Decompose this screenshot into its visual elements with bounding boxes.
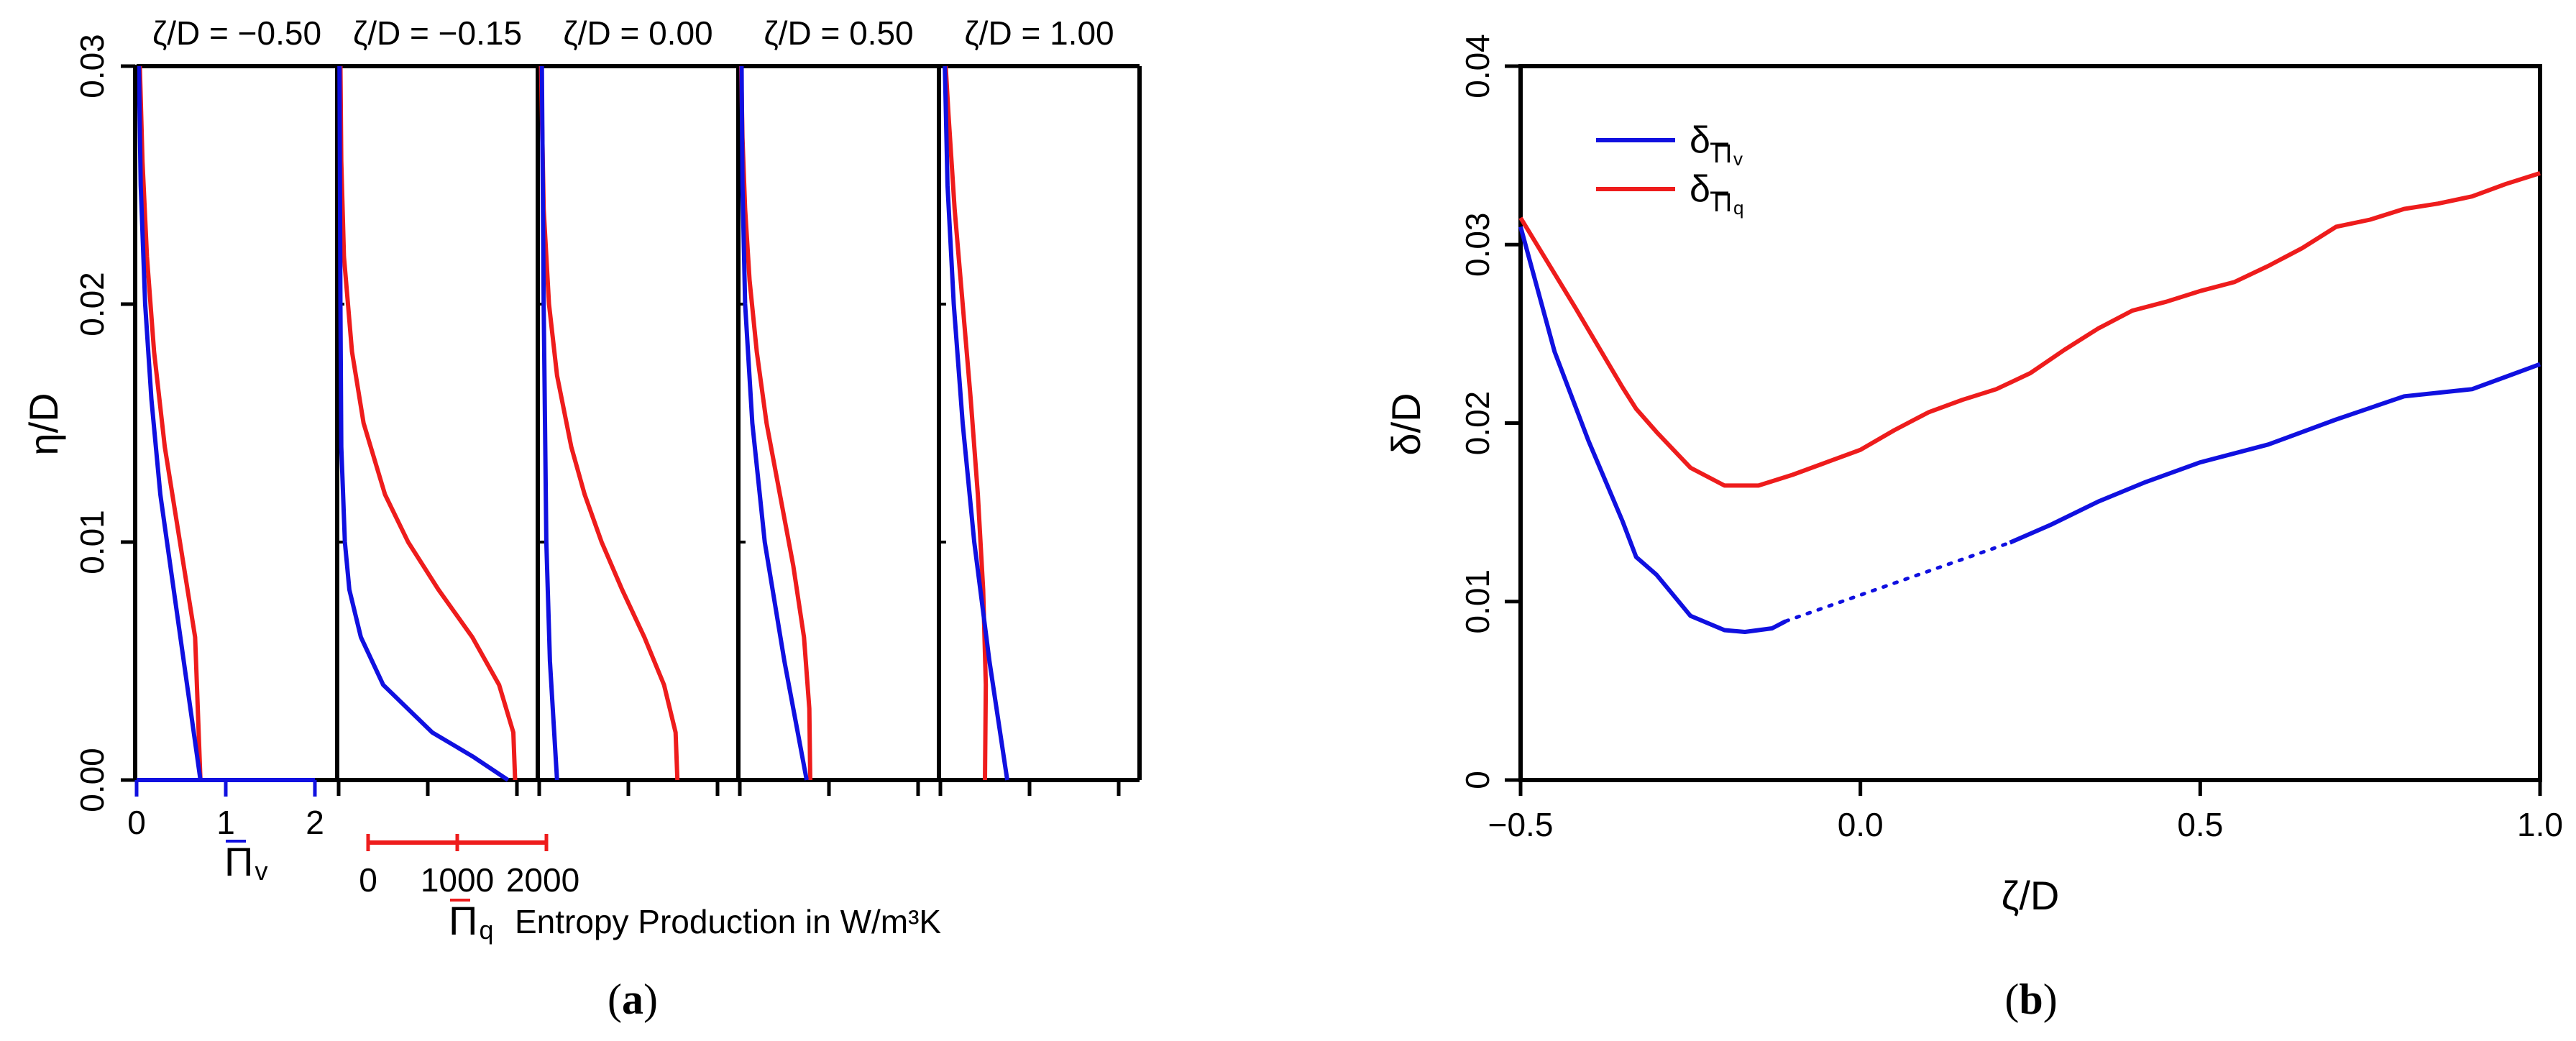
x-tick-label: 0.0	[1838, 806, 1884, 843]
y-tick-label: 0.02	[73, 272, 111, 336]
y-tick-label: 0.01	[1459, 569, 1496, 634]
series-thermal	[1518, 171, 2541, 488]
series-dotted-line-viscous	[1784, 541, 2012, 623]
x-tick-label: 0.5	[2177, 806, 2223, 843]
series-line-viscous	[1518, 226, 1787, 634]
pi-v-tick-label: 0	[127, 804, 146, 841]
x-axis-title: ζ/D	[2002, 873, 2060, 918]
panel-title: ζ/D = 0.50	[764, 14, 913, 52]
profile-panel: ζ/D = 1.00	[938, 14, 1142, 796]
panel-title: ζ/D = 0.00	[563, 14, 712, 52]
profile-panel: ζ/D = 0.00	[537, 14, 746, 796]
panel-title: ζ/D = 1.00	[964, 14, 1114, 52]
thermal-profile-line	[338, 65, 518, 781]
y-axis-title: η/D	[21, 393, 66, 455]
x-axis-ticks: −0.5 0.0 0.5 1.0	[1488, 780, 2563, 843]
thermal-profile-line	[538, 65, 680, 781]
pi-q-tick-label: 1000	[421, 861, 494, 899]
x-tick-label: 1.0	[2517, 806, 2563, 843]
profile-panel: ζ/D = −0.50	[137, 14, 344, 782]
viscous-profile-line	[943, 65, 1009, 781]
pi-q-label: Πq	[449, 898, 493, 945]
panel-a-profiles: ζ/D = −0.50 ζ/D = −0.15 ζ/D = 0.00 ζ/D = 0.…	[21, 14, 1142, 1023]
caption-a: (a)	[608, 976, 658, 1023]
y-tick-label: 0.04	[1459, 34, 1496, 98]
profile-panels: ζ/D = −0.50 ζ/D = −0.15 ζ/D = 0.00 ζ/D = 0.…	[137, 14, 1142, 796]
pi-q-tick-label: 0	[359, 861, 377, 899]
panel-title: ζ/D = −0.15	[353, 14, 522, 52]
pi-q-tick-label: 2000	[506, 861, 579, 899]
series-viscous	[1518, 226, 2541, 634]
panel-title: ζ/D = −0.50	[152, 14, 321, 52]
pi-q-axis: 0 1000 2000 Πq Entropy Production in W/m…	[359, 834, 941, 945]
y-tick-label: 0.03	[73, 34, 111, 98]
thermal-profile-line	[137, 65, 203, 781]
pi-v-axis: 0 1 2 Πv	[127, 778, 324, 886]
y-tick-label: 0.02	[1459, 391, 1496, 456]
y-axis-title: δ/D	[1383, 393, 1429, 455]
viscous-profile-line	[539, 65, 559, 781]
y-tick-label: 0	[1459, 771, 1496, 789]
pi-v-tick-label: 2	[306, 804, 324, 841]
profile-panel: ζ/D = −0.15	[336, 14, 545, 796]
y-axis-eta: 0.00 0.01 0.02 0.03 η/D	[21, 34, 137, 812]
profile-panel: ζ/D = 0.50	[738, 14, 946, 796]
viscous-profile-line	[137, 65, 203, 781]
series-line-thermal	[1518, 171, 2541, 488]
y-tick-label: 0.01	[73, 510, 111, 574]
pi-v-label: Πv	[224, 839, 267, 886]
plot-frame	[1518, 64, 2542, 782]
y-tick-label: 0.03	[1459, 212, 1496, 277]
viscous-profile-line	[739, 65, 809, 781]
legend: δ Πv δ Πq	[1596, 119, 1743, 219]
series-line-viscous	[2009, 362, 2541, 545]
thermal-profile-line	[943, 65, 989, 781]
pi-v-tick-label: 1	[216, 804, 235, 841]
x-tick-label: −0.5	[1488, 806, 1554, 843]
series-group	[1518, 171, 2541, 634]
entropy-production-label: Entropy Production in W/m³K	[515, 903, 941, 940]
y-tick-label: 0.00	[73, 748, 111, 812]
viscous-profile-line	[337, 65, 510, 782]
panel-b-thickness: −0.5 0.0 0.5 1.0 00.010.020.030.04 ζ/D δ/D …	[1383, 34, 2563, 1023]
caption-b: (b)	[2004, 976, 2057, 1023]
y-axis-ticks: 0 0.01 0.02 0.03 0.04	[1459, 34, 1521, 789]
